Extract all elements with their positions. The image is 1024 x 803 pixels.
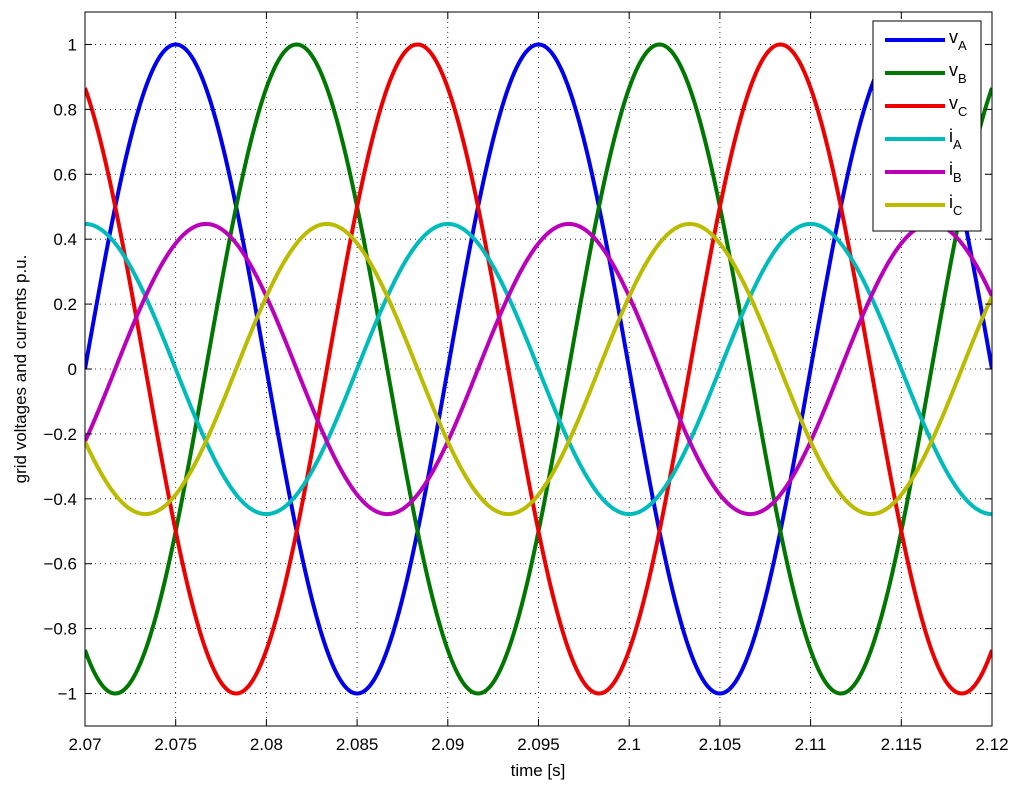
- x-tick-label: 2.11: [795, 735, 827, 754]
- legend-box: [872, 20, 982, 232]
- x-tick-label: 2.105: [699, 735, 742, 754]
- y-tick-label: 0: [68, 360, 77, 379]
- legend-label: vA: [949, 27, 967, 53]
- x-tick-label: 2.12: [975, 735, 1008, 754]
- x-tick-label: 2.08: [250, 735, 283, 754]
- series-layer: [85, 42, 992, 696]
- x-tick-label: 2.07: [68, 735, 101, 754]
- series-line-i-c: [85, 221, 992, 517]
- x-tick-label: 2.085: [336, 735, 379, 754]
- x-tick-label: 2.09: [431, 735, 464, 754]
- x-tick-label: 2.075: [154, 735, 197, 754]
- y-tick-label: −0.6: [43, 555, 77, 574]
- y-tick-label: 0.8: [53, 100, 77, 119]
- tick-labels: 2.07 2.075 2.08 2.085 2.09 2.095 2.1 2.105 2.11 2…: [43, 35, 1008, 754]
- y-tick-label: −0.4: [43, 490, 77, 509]
- plot-area-frame: [84, 11, 993, 727]
- series-line-i-a: [85, 221, 992, 517]
- legend-label: vB: [949, 60, 967, 86]
- y-axis-label: grid voltages and currents p.u.: [11, 255, 30, 484]
- series-line-v-c: [85, 42, 992, 696]
- y-tick-label: 0.2: [53, 295, 77, 314]
- legend: vA vB vC iA iB iC: [872, 20, 982, 232]
- legend-label: iC: [949, 192, 962, 218]
- x-tick-label: 2.095: [517, 735, 560, 754]
- x-tick-label: 2.115: [881, 735, 922, 754]
- series-line-i-b: [85, 221, 992, 517]
- y-tick-label: 0.4: [53, 230, 77, 249]
- y-tick-label: 0.6: [53, 165, 77, 184]
- legend-label: iA: [949, 126, 962, 152]
- x-tick-label: 2.1: [617, 735, 641, 754]
- legend-label: iB: [949, 159, 962, 185]
- x-axis-label: time [s]: [511, 761, 566, 780]
- legend-label: vC: [949, 93, 967, 119]
- y-tick-label: −0.8: [43, 620, 77, 639]
- y-tick-label: −1: [58, 685, 77, 704]
- y-tick-label: 1: [68, 35, 77, 54]
- y-tick-label: −0.2: [43, 425, 77, 444]
